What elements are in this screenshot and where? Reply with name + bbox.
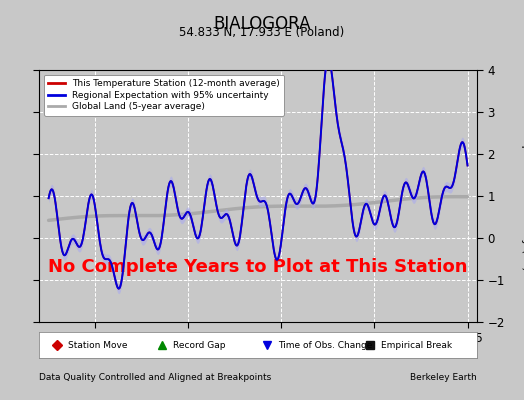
Text: Data Quality Controlled and Aligned at Breakpoints: Data Quality Controlled and Aligned at B… <box>39 373 271 382</box>
Y-axis label: Temperature Anomaly (°C): Temperature Anomaly (°C) <box>521 122 524 270</box>
Text: Station Move: Station Move <box>68 340 127 350</box>
Text: No Complete Years to Plot at This Station: No Complete Years to Plot at This Statio… <box>48 258 468 276</box>
Text: BIALOGORA: BIALOGORA <box>213 15 311 33</box>
Text: 54.833 N, 17.933 E (Poland): 54.833 N, 17.933 E (Poland) <box>179 26 345 39</box>
Legend: This Temperature Station (12-month average), Regional Expectation with 95% uncer: This Temperature Station (12-month avera… <box>44 74 284 116</box>
Text: Empirical Break: Empirical Break <box>380 340 452 350</box>
Text: Record Gap: Record Gap <box>173 340 225 350</box>
Text: Time of Obs. Change: Time of Obs. Change <box>278 340 372 350</box>
Text: Berkeley Earth: Berkeley Earth <box>410 373 477 382</box>
